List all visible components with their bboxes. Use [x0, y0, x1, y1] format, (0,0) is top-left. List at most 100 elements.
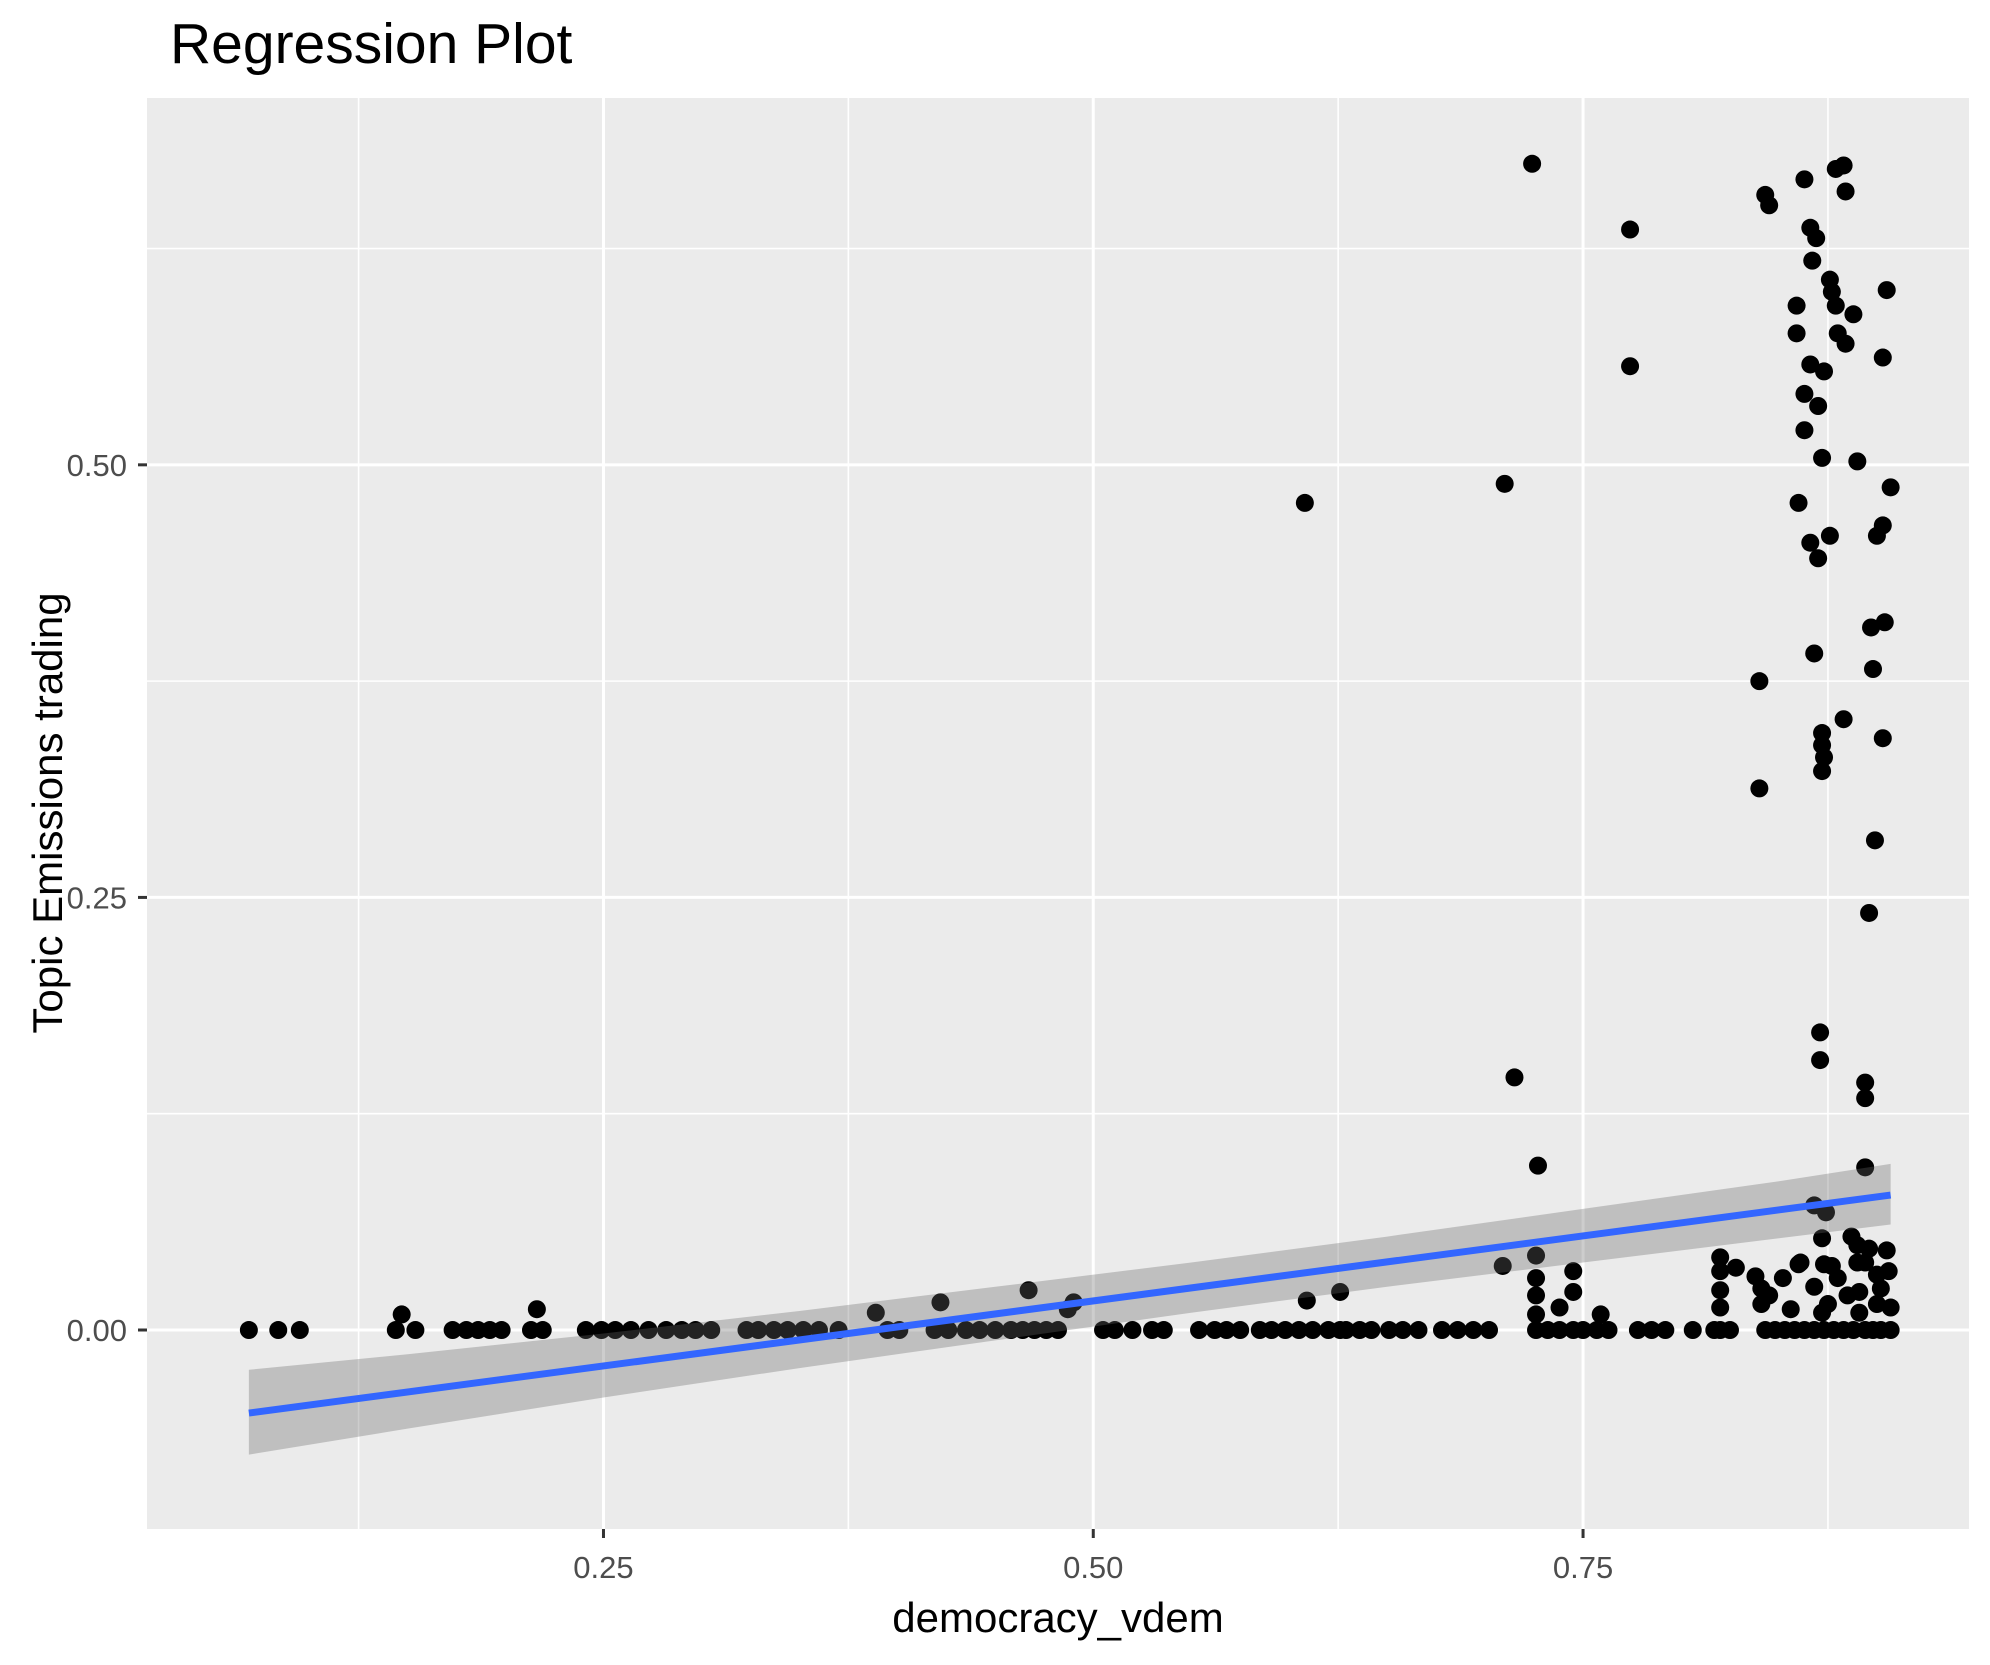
data-point [1795, 384, 1814, 403]
data-point [749, 1321, 768, 1340]
data-point [1409, 1321, 1428, 1340]
data-point [1362, 1321, 1381, 1340]
data-point [1871, 1279, 1890, 1298]
data-point [1856, 1073, 1875, 1092]
data-point [1856, 1253, 1875, 1272]
data-point [1297, 1291, 1316, 1310]
data-point [1711, 1298, 1730, 1317]
data-point [1867, 1295, 1886, 1314]
data-point [1683, 1321, 1702, 1340]
data-point [1303, 1321, 1322, 1340]
x-tick-label: 0.75 [1553, 1550, 1613, 1585]
data-point [1813, 724, 1832, 743]
data-point [686, 1321, 705, 1340]
data-point [1760, 1286, 1779, 1305]
data-point [1432, 1321, 1451, 1340]
regression-line [248, 1191, 1892, 1417]
data-point [1231, 1321, 1250, 1340]
data-point [1527, 1246, 1546, 1265]
data-point [1873, 516, 1892, 535]
data-point [592, 1321, 611, 1340]
data-point [392, 1305, 411, 1324]
data-point [1480, 1321, 1499, 1340]
data-point [1787, 324, 1806, 343]
plot-panel [147, 98, 1969, 1529]
data-point [1805, 1277, 1824, 1296]
data-point [866, 1303, 885, 1322]
data-point [1750, 672, 1769, 691]
y-tick-label: 0.50 [67, 448, 127, 483]
data-point [764, 1321, 783, 1340]
data-point [1850, 1282, 1869, 1301]
data-point [239, 1321, 258, 1340]
data-point [1505, 1068, 1524, 1087]
data-point [1049, 1321, 1067, 1340]
data-point [1865, 831, 1884, 850]
data-point [1791, 1253, 1810, 1272]
data-point [1820, 526, 1839, 545]
data-point [1795, 421, 1814, 440]
data-point [1873, 729, 1892, 748]
data-point [1848, 452, 1867, 471]
data-point [639, 1321, 658, 1340]
data-point [1860, 1239, 1879, 1258]
data-point [1154, 1321, 1173, 1340]
data-point [970, 1321, 989, 1340]
data-point [1295, 493, 1314, 512]
data-point [1811, 1051, 1830, 1070]
data-point [1711, 1262, 1730, 1281]
data-point [1276, 1321, 1295, 1340]
data-point [606, 1321, 625, 1340]
data-point [1621, 357, 1640, 376]
data-point [1813, 448, 1832, 467]
data-point [269, 1321, 288, 1340]
data-point [1873, 348, 1892, 367]
data-point [1262, 1321, 1281, 1340]
data-point [931, 1293, 950, 1312]
data-point [1289, 1321, 1308, 1340]
data-point [1393, 1321, 1412, 1340]
data-point [956, 1321, 975, 1340]
data-point [1527, 1305, 1546, 1324]
data-point [576, 1321, 595, 1340]
data-point [1811, 1023, 1830, 1042]
data-point [1331, 1282, 1350, 1301]
y-axis-title: Topic Emissions trading [24, 592, 71, 1034]
data-point [1881, 1298, 1900, 1317]
data-point [533, 1321, 552, 1340]
data-point [1019, 1281, 1038, 1300]
data-point [1801, 533, 1820, 552]
data-point [1123, 1321, 1142, 1340]
data-point [1881, 478, 1900, 497]
data-point [1756, 185, 1775, 204]
data-point [1856, 1089, 1875, 1108]
data-point [1834, 156, 1853, 175]
data-point [1599, 1321, 1618, 1340]
x-tick-label: 0.50 [1063, 1550, 1123, 1585]
data-point [1834, 710, 1853, 729]
data-point [1877, 1241, 1896, 1260]
data-point [1564, 1262, 1583, 1281]
data-point [1822, 1256, 1841, 1275]
data-point [1862, 618, 1881, 637]
data-point [1336, 1321, 1355, 1340]
data-point [1795, 170, 1814, 189]
data-point [1801, 355, 1820, 374]
data-point [1826, 296, 1845, 315]
data-point [1881, 1321, 1900, 1340]
data-point [1628, 1321, 1647, 1340]
data-point [702, 1321, 721, 1340]
data-point [1656, 1321, 1675, 1340]
data-point [794, 1321, 813, 1340]
data-point [386, 1321, 405, 1340]
data-point [1860, 903, 1879, 922]
data-point [1190, 1321, 1209, 1340]
data-point [1813, 762, 1832, 781]
data-point [1527, 1269, 1546, 1288]
data-point [1877, 281, 1896, 300]
data-point [1564, 1282, 1583, 1301]
data-point [1815, 362, 1834, 381]
data-point [657, 1321, 676, 1340]
data-point [1789, 493, 1808, 512]
